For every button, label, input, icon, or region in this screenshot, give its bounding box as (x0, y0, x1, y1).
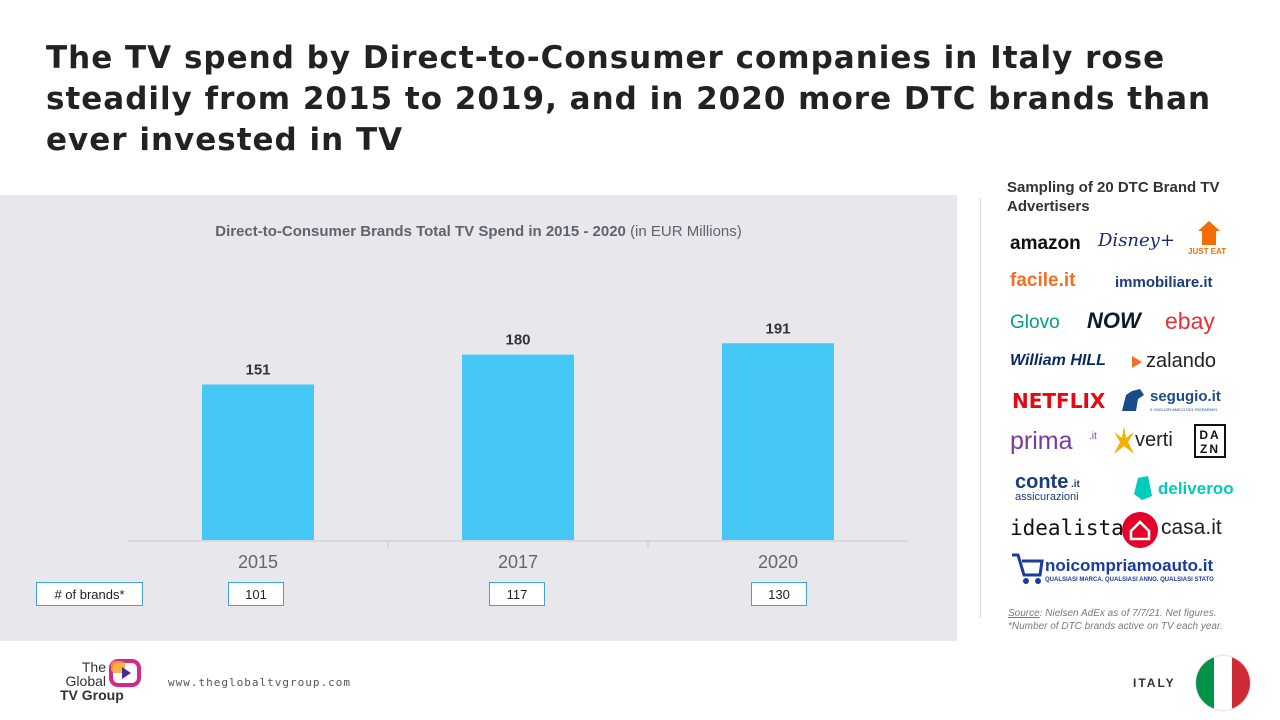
source-note: Source: Nielsen AdEx as of 7/7/21. Net f… (1008, 607, 1268, 633)
deliveroo-kangaroo-icon (1134, 476, 1152, 500)
data-label-2017: 180 (505, 332, 530, 349)
chart-title-main: Direct-to-Consumer Brands Total TV Spend… (215, 223, 626, 240)
william-hill-logo: William HILL (1010, 352, 1106, 369)
segugio-logo: segugio.it (1150, 388, 1221, 405)
sidebar-divider (980, 198, 981, 618)
segugio-dog-icon (1122, 389, 1144, 411)
facile-logo: facile.it (1010, 270, 1076, 291)
sidebar-title: Sampling of 20 DTC Brand TV Advertisers (1007, 179, 1220, 215)
casa-logo: casa.it (1161, 516, 1222, 539)
logo-line-tv-group: TV Group (60, 687, 124, 703)
just-eat-logo: JUST EAT (1188, 247, 1227, 256)
bar-2015 (202, 384, 314, 540)
logo-line-the: The (81, 659, 106, 675)
zalando-icon (1132, 356, 1142, 368)
brands-count-2020: 130 (751, 582, 807, 606)
segugio-tagline: IL MIGLIOR AMICO DEL RISPARMIO (1150, 407, 1218, 412)
conte-subtitle: assicurazioni (1015, 491, 1079, 503)
conte-logo: conte (1015, 471, 1069, 493)
netflix-logo: NETFLIX (1012, 389, 1106, 413)
play-screen-icon (109, 659, 141, 687)
x-tick-label-2017: 2017 (498, 552, 538, 572)
x-tick-label-2020: 2020 (758, 552, 798, 572)
website-url[interactable]: www.theglobaltvgroup.com (168, 676, 351, 689)
chart-title-unit: (in EUR Millions) (630, 223, 742, 240)
brands-label-box: # of brands* (36, 582, 143, 606)
verti-logo: verti (1135, 429, 1173, 451)
global-tv-group-logo: The Global TV Group (60, 659, 150, 706)
prima-it-suffix: .it (1089, 431, 1097, 442)
immobiliare-logo: immobiliare.it (1115, 274, 1213, 291)
now-logo: NOW (1087, 308, 1141, 333)
logo-line-global: Global (65, 673, 106, 689)
noicompriamoauto-tagline: QUALSIASI MARCA. QUALSIASI ANNO. QUALSIA… (1045, 577, 1214, 583)
chart-panel: Direct-to-Consumer Brands Total TV Spend… (0, 195, 957, 641)
x-tick-label-2015: 2015 (238, 552, 278, 572)
amazon-logo: amazon (1010, 233, 1081, 254)
source-text: : Nielsen AdEx as of 7/7/21. Net figures… (1039, 608, 1217, 619)
disney-plus-logo: Disney+ (1098, 230, 1175, 251)
source-footnote: *Number of DTC brands active on TV each … (1008, 621, 1223, 632)
prima-logo: prima (1010, 427, 1073, 455)
shopping-cart-icon (1012, 553, 1044, 584)
sidebar-advertisers: Sampling of 20 DTC Brand TV Advertisers (980, 178, 1270, 638)
italy-flag-icon (1196, 656, 1250, 710)
casa-house-icon (1122, 512, 1158, 548)
dazn-logo: DA ZN (1194, 424, 1226, 458)
deliveroo-logo: deliveroo (1158, 479, 1234, 498)
chart-title: Direct-to-Consumer Brands Total TV Spend… (0, 223, 957, 240)
source-label: Source (1008, 608, 1040, 619)
idealista-logo: idealista (1010, 516, 1124, 540)
bar-chart: 151 2015 180 2017 191 2020 (128, 320, 908, 572)
data-label-2015: 151 (245, 361, 270, 378)
conte-it-suffix: .it (1071, 479, 1080, 490)
zalando-logo: zalando (1146, 350, 1217, 372)
brands-count-2015: 101 (228, 582, 284, 606)
country-label: ITALY (1133, 676, 1176, 690)
bar-2017 (462, 354, 574, 540)
page-title: The TV spend by Direct-to-Consumer compa… (46, 40, 1212, 158)
ebay-logo: ebay (1165, 308, 1215, 334)
house-icon (1198, 221, 1220, 245)
noicompriamoauto-logo: noicompriamoauto.it (1045, 556, 1214, 575)
data-label-2020: 191 (765, 320, 790, 337)
verti-star-icon (1114, 426, 1134, 454)
bar-2020 (722, 343, 834, 540)
glovo-logo: Glovo (1010, 312, 1060, 333)
brands-count-2017: 117 (489, 582, 545, 606)
